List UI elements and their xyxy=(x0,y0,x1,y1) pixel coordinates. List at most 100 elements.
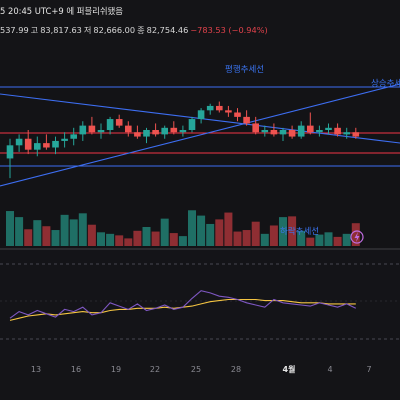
candle-body xyxy=(106,119,114,130)
volume-bar xyxy=(151,231,160,246)
change-value: −783.53 (−0.94%) xyxy=(190,25,268,35)
candle-body xyxy=(170,127,178,133)
x-axis-tick-label: 4월 xyxy=(283,364,296,374)
uptrend-line xyxy=(0,83,400,187)
x-axis-tick-label: 28 xyxy=(231,365,241,374)
volume-bar xyxy=(24,229,33,246)
candle-body xyxy=(15,138,23,146)
volume-bar xyxy=(78,213,87,246)
volume-bar xyxy=(87,224,96,246)
candle-body xyxy=(261,130,269,133)
volume-bar xyxy=(6,211,14,246)
volume-bar xyxy=(160,218,169,246)
uptrend-label: 상승추세선 xyxy=(371,78,400,89)
x-axis-tick-label: 4 xyxy=(327,365,332,374)
volume-bar xyxy=(69,219,78,246)
candle-body xyxy=(88,125,96,133)
volume-bar xyxy=(297,230,306,246)
candle-body xyxy=(234,112,241,117)
candle-body xyxy=(97,130,105,133)
volume-bar xyxy=(115,235,124,246)
candle-body xyxy=(115,119,123,126)
candle-body xyxy=(134,132,141,137)
candle-body xyxy=(343,132,350,135)
volume-bar xyxy=(224,212,233,246)
candle-body xyxy=(325,127,332,130)
ohlc-readout: 537.99 고 83,817.63 저 82,666.00 종 82,754.46 −783… xyxy=(0,24,270,36)
candle-body xyxy=(24,138,32,150)
volume-bar xyxy=(251,221,260,246)
close-value: 82,754.46 xyxy=(146,25,189,35)
volume-bar xyxy=(124,238,133,246)
candle-body xyxy=(61,138,68,141)
volume-bar xyxy=(260,233,269,246)
time-axis-pane xyxy=(0,360,400,400)
rsi-pane xyxy=(0,250,400,360)
x-axis-tick-label: 19 xyxy=(111,365,121,374)
rsi-line xyxy=(9,290,357,319)
candle-body xyxy=(161,127,168,135)
candle-body xyxy=(125,125,132,133)
low-label: 저 xyxy=(83,25,92,35)
candle-body xyxy=(216,105,223,111)
volume-bar xyxy=(133,230,142,246)
candle-body xyxy=(252,123,259,133)
candle-body xyxy=(243,116,250,124)
x-axis-tick-label: 16 xyxy=(71,365,81,374)
candle-body xyxy=(152,130,159,135)
x-axis-tick-label: 7 xyxy=(366,365,371,374)
lightning-icon xyxy=(354,232,360,242)
candle-body xyxy=(6,145,14,159)
volume-bar xyxy=(269,225,278,246)
volume-bar xyxy=(315,234,324,246)
volume-bar xyxy=(233,231,242,246)
low-value: 82,666.00 xyxy=(93,25,136,35)
candle-body xyxy=(352,132,360,137)
x-axis-tick-label: 13 xyxy=(31,365,41,374)
candle-body xyxy=(334,127,341,135)
candle-body xyxy=(288,130,296,137)
volume-bar xyxy=(215,219,224,246)
volume-bar xyxy=(279,217,287,246)
volume-bar xyxy=(197,215,206,246)
header-bar xyxy=(0,0,400,60)
sideways-trend-label: 평행추세선 xyxy=(225,64,264,75)
volume-bar xyxy=(333,236,342,246)
candle-body xyxy=(279,130,287,135)
volume-bar xyxy=(351,223,360,246)
candle-body xyxy=(52,140,59,148)
candle-body xyxy=(225,110,232,113)
candle-body xyxy=(297,125,305,137)
candle-body xyxy=(43,143,50,148)
volume-bar xyxy=(51,230,60,246)
candle-body xyxy=(188,119,196,130)
candle-body xyxy=(316,130,323,133)
volume-bar xyxy=(342,233,351,246)
volume-bar xyxy=(169,233,178,246)
candle-body xyxy=(197,110,205,120)
timestamp-label: 5 20:45 UTC+9 에 퍼블리쉬됐음 xyxy=(0,6,123,16)
candle-body xyxy=(270,130,278,135)
flash-badge-icon xyxy=(350,230,364,244)
candle-body xyxy=(34,143,41,150)
candle-body xyxy=(307,125,314,133)
volume-bar xyxy=(188,210,196,246)
volume-bar xyxy=(97,232,105,246)
high-label: 고 xyxy=(30,25,39,35)
volume-bar xyxy=(178,236,187,246)
pane-divider xyxy=(0,248,400,250)
candle-body xyxy=(206,105,214,111)
high-value: 83,817.63 xyxy=(40,25,82,35)
x-axis-tick-label: 22 xyxy=(150,365,160,374)
volume-bar xyxy=(324,232,333,246)
volume-bar xyxy=(15,217,24,246)
candle-body xyxy=(70,134,77,139)
volume-bar xyxy=(242,230,251,246)
volume-bar xyxy=(106,233,115,246)
x-axis-tick-label: 25 xyxy=(191,365,201,374)
candle-body xyxy=(79,125,87,135)
volume-bar xyxy=(306,237,315,246)
volume-bar xyxy=(42,226,51,246)
